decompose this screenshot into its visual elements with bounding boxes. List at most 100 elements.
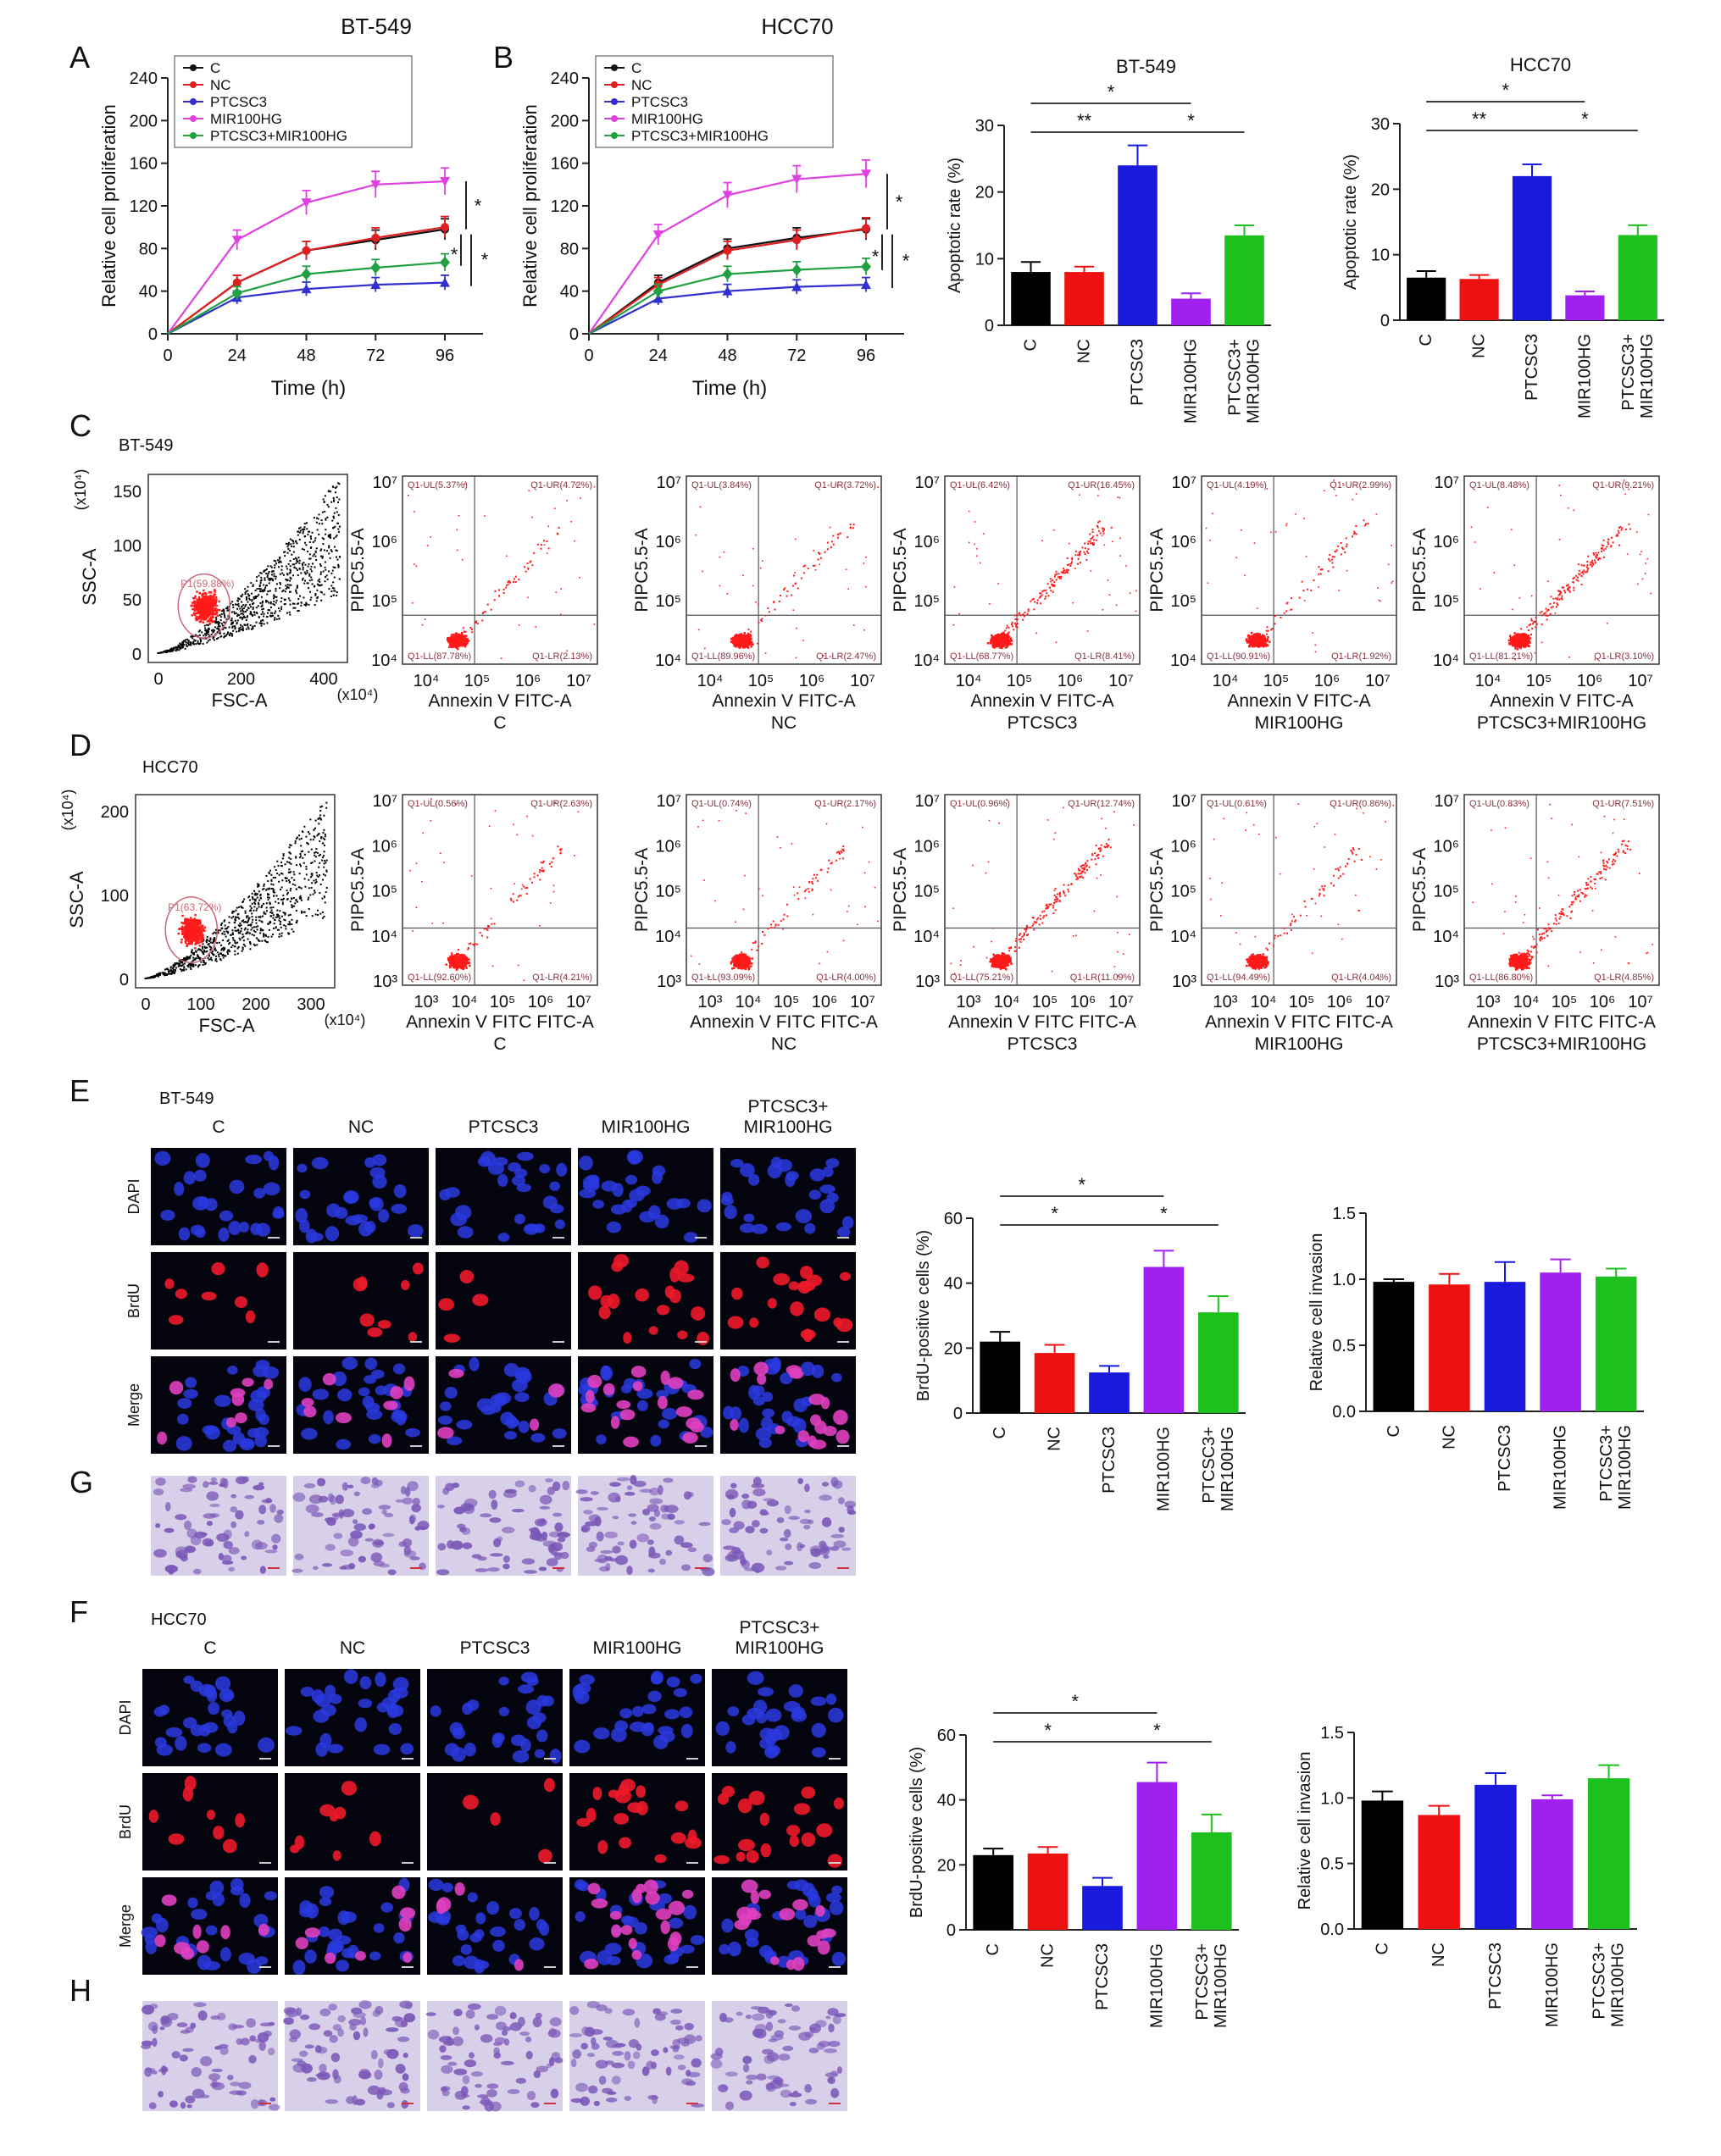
legend-entry: PTCSC3 (631, 94, 688, 110)
panel-letter-A: A (69, 40, 90, 75)
gated-dot (206, 596, 208, 598)
data-point (652, 285, 663, 297)
event-dot (226, 632, 229, 635)
tail-dot (1018, 612, 1020, 615)
gated-dot (198, 620, 202, 624)
event-dot (280, 583, 282, 585)
event-dot (225, 635, 227, 637)
event-dot (328, 546, 330, 549)
y-tick-label: 0 (569, 325, 579, 344)
data-point (791, 175, 802, 185)
scatter-dot (1314, 651, 1317, 653)
event-dot (181, 646, 184, 649)
event-dot (206, 641, 208, 644)
event-dot (245, 590, 247, 593)
event-dot (226, 607, 229, 610)
gated-dot (201, 593, 203, 596)
scatter-dot (1253, 542, 1256, 544)
event-dot (734, 635, 736, 638)
scatter-dot (1338, 590, 1341, 591)
event-dot (304, 579, 307, 582)
tail-dot (508, 580, 511, 583)
event-dot (241, 628, 244, 630)
event-dot (452, 636, 456, 640)
gated-dot (210, 596, 214, 599)
tail-dot (1022, 613, 1024, 616)
tail-dot (505, 586, 508, 589)
legend-entry: NC (210, 77, 231, 93)
event-dot (296, 586, 298, 589)
scatter-dot (1333, 479, 1335, 481)
event-dot (258, 574, 260, 577)
tail-dot (1084, 542, 1086, 545)
gated-dot (214, 612, 217, 615)
event-dot (314, 604, 316, 607)
event-dot (210, 629, 213, 632)
scatter-dot (726, 593, 729, 595)
event-dot (303, 571, 306, 574)
scatter-dot (1235, 557, 1238, 559)
event-dot (263, 615, 265, 618)
tail-dot (1024, 611, 1026, 613)
tail-dot (819, 552, 821, 555)
event-dot (461, 637, 464, 640)
event-dot (263, 623, 265, 625)
event-dot (310, 537, 313, 540)
event-dot (1258, 633, 1262, 635)
event-dot (233, 612, 236, 615)
event-dot (238, 628, 241, 630)
event-dot (189, 643, 192, 646)
gated-dot (197, 602, 199, 606)
x-tick-label: 96 (857, 346, 875, 365)
event-dot (269, 579, 272, 581)
event-dot (336, 496, 338, 499)
tail-dot (1087, 540, 1090, 543)
event-dot (280, 606, 283, 608)
event-dot (749, 641, 752, 645)
event-dot (460, 631, 464, 635)
x-tick-label: 10⁶ (1058, 672, 1083, 690)
tail-dot (1265, 629, 1268, 632)
event-dot (284, 602, 286, 605)
event-dot (1252, 639, 1255, 641)
event-dot (262, 607, 264, 610)
legend-entry: PTCSC3+MIR100HG (631, 128, 769, 144)
gated-dot (204, 618, 208, 620)
tail-dot (1318, 566, 1320, 568)
event-dot (1005, 640, 1008, 643)
event-dot (283, 598, 286, 601)
tail-dot (471, 631, 474, 634)
event-dot (200, 640, 203, 643)
scatter-dot (1346, 569, 1348, 572)
gated-dot (203, 614, 206, 617)
event-dot (306, 569, 308, 572)
event-dot (277, 614, 280, 617)
tail-dot (1045, 596, 1047, 598)
event-dot (297, 557, 300, 559)
data-point (861, 169, 871, 180)
event-dot (307, 565, 309, 568)
tail-dot (1041, 594, 1043, 596)
event-dot (743, 646, 747, 649)
quadrant-ul: Q1-UL(4.19%) (1207, 480, 1267, 491)
event-dot (335, 507, 337, 509)
gated-dot (195, 607, 197, 610)
scatter-dot (484, 515, 486, 517)
scatter-dot (952, 624, 955, 626)
legend-entry: C (631, 60, 641, 76)
sig-star: ** (1472, 108, 1487, 130)
tail-dot (1298, 596, 1301, 599)
event-dot (169, 651, 171, 653)
event-dot (297, 561, 299, 563)
event-dot (235, 612, 237, 614)
event-dot (311, 579, 314, 581)
event-dot (1252, 645, 1255, 647)
cell-line-label: BT-549 (119, 436, 173, 455)
event-dot (289, 565, 291, 568)
event-dot (223, 626, 225, 629)
scatter-dot (1377, 587, 1379, 589)
event-dot (457, 635, 459, 637)
event-dot (298, 559, 301, 562)
event-dot (1000, 637, 1002, 640)
event-dot (312, 555, 314, 557)
